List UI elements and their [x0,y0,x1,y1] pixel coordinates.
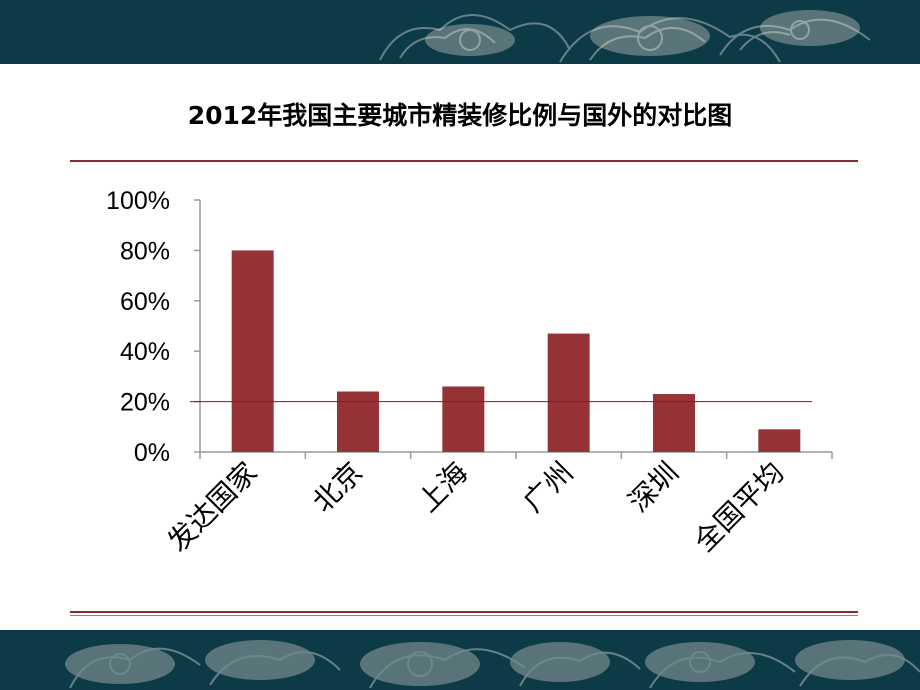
cloud-pattern-icon [379,10,871,63]
cloud-pattern-icon [65,640,920,689]
bar-5 [653,394,695,452]
y-tick-label: 40% [120,338,170,366]
x-tick-label: 全国平均 [688,456,791,559]
y-tick-label: 100% [106,187,170,215]
footer-banner [0,630,920,690]
bar-3 [442,386,485,452]
bar-4 [547,333,590,452]
x-tick-label: 深圳 [622,456,685,519]
footer-divider [70,611,858,613]
y-tick-label: 0% [134,439,170,467]
header-banner [0,0,920,64]
x-tick-label: 北京 [306,456,369,519]
x-tick-label: 发达国家 [161,456,264,559]
y-tick-label: 80% [120,237,170,265]
y-tick-label: 20% [120,389,170,417]
x-tick-label: 上海 [411,456,474,519]
title-divider [70,160,858,162]
y-tick-label: 60% [120,288,170,316]
bar-6 [758,429,801,452]
bar-2 [337,391,379,452]
bar-1 [231,250,274,452]
x-tick-label: 广州 [517,456,580,519]
footer-divider-thin [70,615,858,616]
chart-title: 2012年我国主要城市精装修比例与国外的对比图 [187,101,733,130]
